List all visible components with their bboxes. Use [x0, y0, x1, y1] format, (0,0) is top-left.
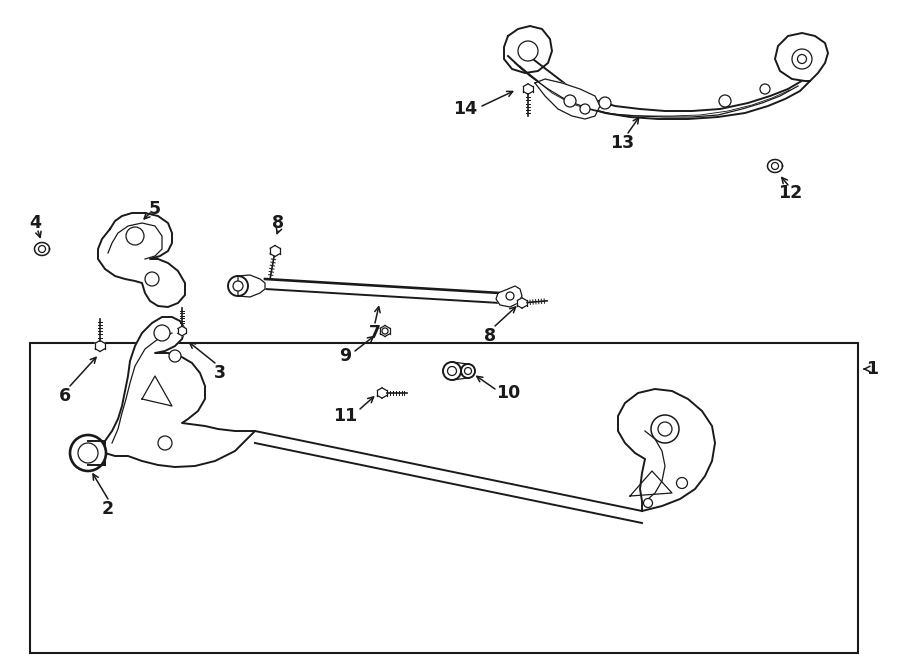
- Polygon shape: [255, 431, 642, 523]
- Circle shape: [382, 328, 388, 334]
- Polygon shape: [496, 286, 522, 307]
- Circle shape: [518, 41, 538, 61]
- Polygon shape: [380, 325, 390, 336]
- Circle shape: [797, 54, 806, 63]
- Polygon shape: [504, 26, 552, 73]
- Circle shape: [145, 272, 159, 286]
- Text: 10: 10: [496, 384, 520, 402]
- Circle shape: [447, 366, 456, 375]
- Text: 12: 12: [778, 184, 802, 202]
- Text: 6: 6: [58, 387, 71, 405]
- Text: 8: 8: [272, 214, 284, 232]
- Circle shape: [719, 95, 731, 107]
- Polygon shape: [88, 441, 105, 465]
- Polygon shape: [238, 275, 265, 297]
- Polygon shape: [768, 159, 782, 173]
- Circle shape: [771, 163, 778, 169]
- Polygon shape: [452, 362, 468, 380]
- Circle shape: [126, 227, 144, 245]
- Circle shape: [651, 415, 679, 443]
- Text: 4: 4: [29, 214, 41, 232]
- Polygon shape: [270, 245, 280, 256]
- Circle shape: [158, 436, 172, 450]
- Circle shape: [461, 364, 475, 378]
- Text: 9: 9: [339, 347, 351, 365]
- Circle shape: [677, 477, 688, 488]
- Circle shape: [154, 325, 170, 341]
- Text: 5: 5: [148, 200, 161, 218]
- Bar: [30, 343, 858, 653]
- Circle shape: [78, 443, 98, 463]
- Polygon shape: [518, 298, 526, 308]
- Polygon shape: [775, 33, 828, 81]
- Circle shape: [70, 435, 106, 471]
- Text: 7: 7: [369, 324, 381, 342]
- Circle shape: [228, 276, 248, 296]
- Circle shape: [644, 498, 652, 508]
- Circle shape: [506, 292, 514, 300]
- Polygon shape: [508, 53, 815, 119]
- Polygon shape: [34, 243, 50, 256]
- Polygon shape: [618, 389, 715, 511]
- Circle shape: [233, 281, 243, 291]
- Polygon shape: [98, 213, 185, 307]
- Polygon shape: [105, 317, 255, 467]
- Polygon shape: [265, 279, 500, 303]
- Text: 13: 13: [610, 134, 634, 152]
- Circle shape: [792, 49, 812, 69]
- Circle shape: [580, 104, 590, 114]
- Circle shape: [169, 350, 181, 362]
- Polygon shape: [535, 79, 600, 119]
- Circle shape: [464, 368, 472, 375]
- Text: 2: 2: [102, 500, 114, 518]
- Circle shape: [599, 97, 611, 109]
- Circle shape: [658, 422, 672, 436]
- Text: 11: 11: [333, 407, 357, 425]
- Polygon shape: [95, 340, 104, 352]
- Polygon shape: [524, 84, 533, 95]
- Circle shape: [564, 95, 576, 107]
- Polygon shape: [178, 326, 186, 336]
- Circle shape: [39, 245, 46, 253]
- Text: 14: 14: [453, 100, 477, 118]
- Text: 1: 1: [866, 360, 878, 378]
- Circle shape: [443, 362, 461, 380]
- Text: 3: 3: [214, 364, 226, 382]
- Circle shape: [760, 84, 770, 94]
- Text: 8: 8: [484, 327, 496, 345]
- Polygon shape: [377, 388, 386, 398]
